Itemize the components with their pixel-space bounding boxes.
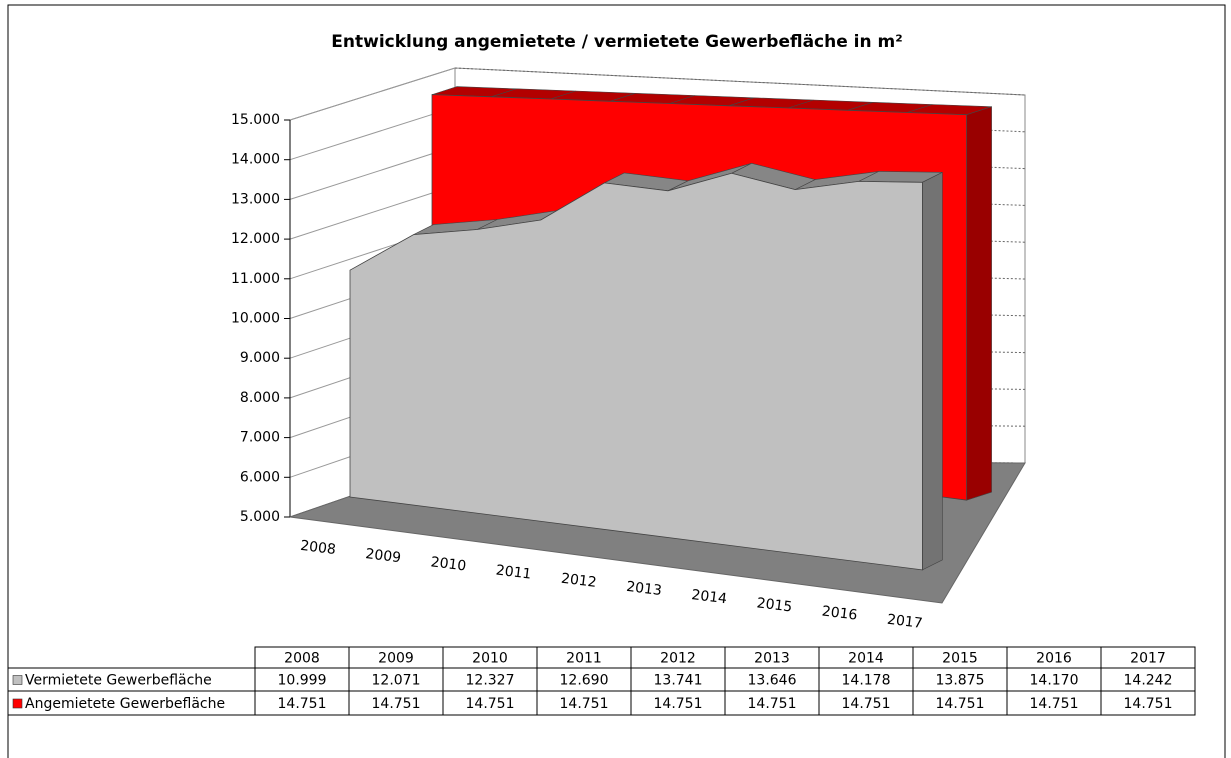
table-cell: 14.751 <box>466 696 515 712</box>
table-cell: 13.741 <box>654 673 703 689</box>
table-header: 2010 <box>472 651 508 667</box>
area-side <box>966 106 992 501</box>
table-cell: 14.178 <box>842 673 891 689</box>
table-cell: 14.751 <box>654 696 703 712</box>
y-tick-label: 6.000 <box>240 469 280 485</box>
area-side <box>922 171 943 571</box>
legend-label: Angemietete Gewerbefläche <box>25 696 225 712</box>
legend-key <box>12 675 23 685</box>
table-cell: 14.751 <box>278 696 327 712</box>
x-tick-label: 2009 <box>365 546 402 566</box>
table-cell: 12.071 <box>372 673 421 689</box>
y-tick-label: 5.000 <box>240 509 280 525</box>
y-tick-label: 13.000 <box>231 191 280 207</box>
x-tick-label: 2008 <box>299 538 336 558</box>
table-cell: 14.751 <box>936 696 985 712</box>
x-tick-label: 2012 <box>560 571 597 591</box>
table-cell: 14.751 <box>842 696 891 712</box>
area <box>349 172 923 571</box>
table-cell: 14.170 <box>1030 673 1079 689</box>
y-tick-label: 8.000 <box>240 390 280 406</box>
table-cell: 10.999 <box>278 673 327 689</box>
table-header: 2017 <box>1130 651 1166 667</box>
table-cell: 14.751 <box>1030 696 1079 712</box>
table-cell: 14.751 <box>560 696 609 712</box>
y-tick-label: 15.000 <box>231 112 280 128</box>
table-header: 2012 <box>660 651 696 667</box>
x-tick-label: 2011 <box>495 562 532 582</box>
table-cell: 13.875 <box>936 673 985 689</box>
x-tick-label: 2010 <box>430 554 467 574</box>
table-header: 2013 <box>754 651 790 667</box>
grid-line <box>454 67 1026 96</box>
grid-line <box>289 185 456 240</box>
table-cell: 12.327 <box>466 673 515 689</box>
table-header: 2016 <box>1036 651 1072 667</box>
table-cell: 13.646 <box>748 673 797 689</box>
y-tick-label: 10.000 <box>231 311 280 327</box>
y-tick-label: 9.000 <box>240 350 280 366</box>
y-tick-label: 12.000 <box>231 231 280 247</box>
table-header: 2011 <box>566 651 602 667</box>
table-header: 2008 <box>284 651 320 667</box>
grid-line <box>289 145 456 200</box>
legend-key <box>12 698 23 709</box>
x-tick-label: 2015 <box>756 595 793 615</box>
table-header: 2014 <box>848 651 884 667</box>
table-cell: 14.751 <box>372 696 421 712</box>
x-tick-label: 2014 <box>691 587 728 607</box>
y-tick-label: 14.000 <box>231 152 280 168</box>
table-cell: 14.242 <box>1124 673 1173 689</box>
y-tick-label: 11.000 <box>231 271 280 287</box>
chart-title: Entwicklung angemietete / vermietete Gew… <box>331 32 902 52</box>
table-cell: 12.690 <box>560 673 609 689</box>
table-cell: 14.751 <box>1124 696 1173 712</box>
x-tick-label: 2013 <box>625 579 662 599</box>
x-tick-label: 2017 <box>886 612 923 632</box>
legend-label: Vermietete Gewerbefläche <box>25 673 212 689</box>
table-header: 2015 <box>942 651 978 667</box>
x-tick-label: 2016 <box>821 603 858 623</box>
table-header: 2009 <box>378 651 414 667</box>
grid-line <box>289 106 456 161</box>
grid-line <box>289 67 456 121</box>
table-cell: 14.751 <box>748 696 797 712</box>
y-tick-label: 7.000 <box>240 430 280 446</box>
